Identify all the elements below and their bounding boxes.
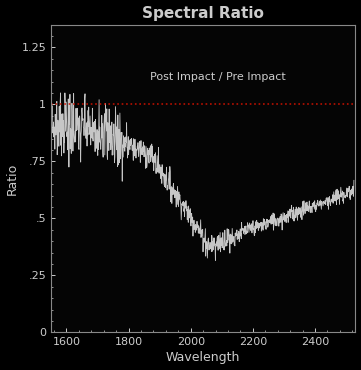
X-axis label: Wavelength: Wavelength [166, 352, 240, 364]
Text: Post Impact / Pre Impact: Post Impact / Pre Impact [151, 72, 286, 82]
Y-axis label: Ratio: Ratio [5, 162, 18, 195]
Title: Spectral Ratio: Spectral Ratio [142, 6, 264, 21]
